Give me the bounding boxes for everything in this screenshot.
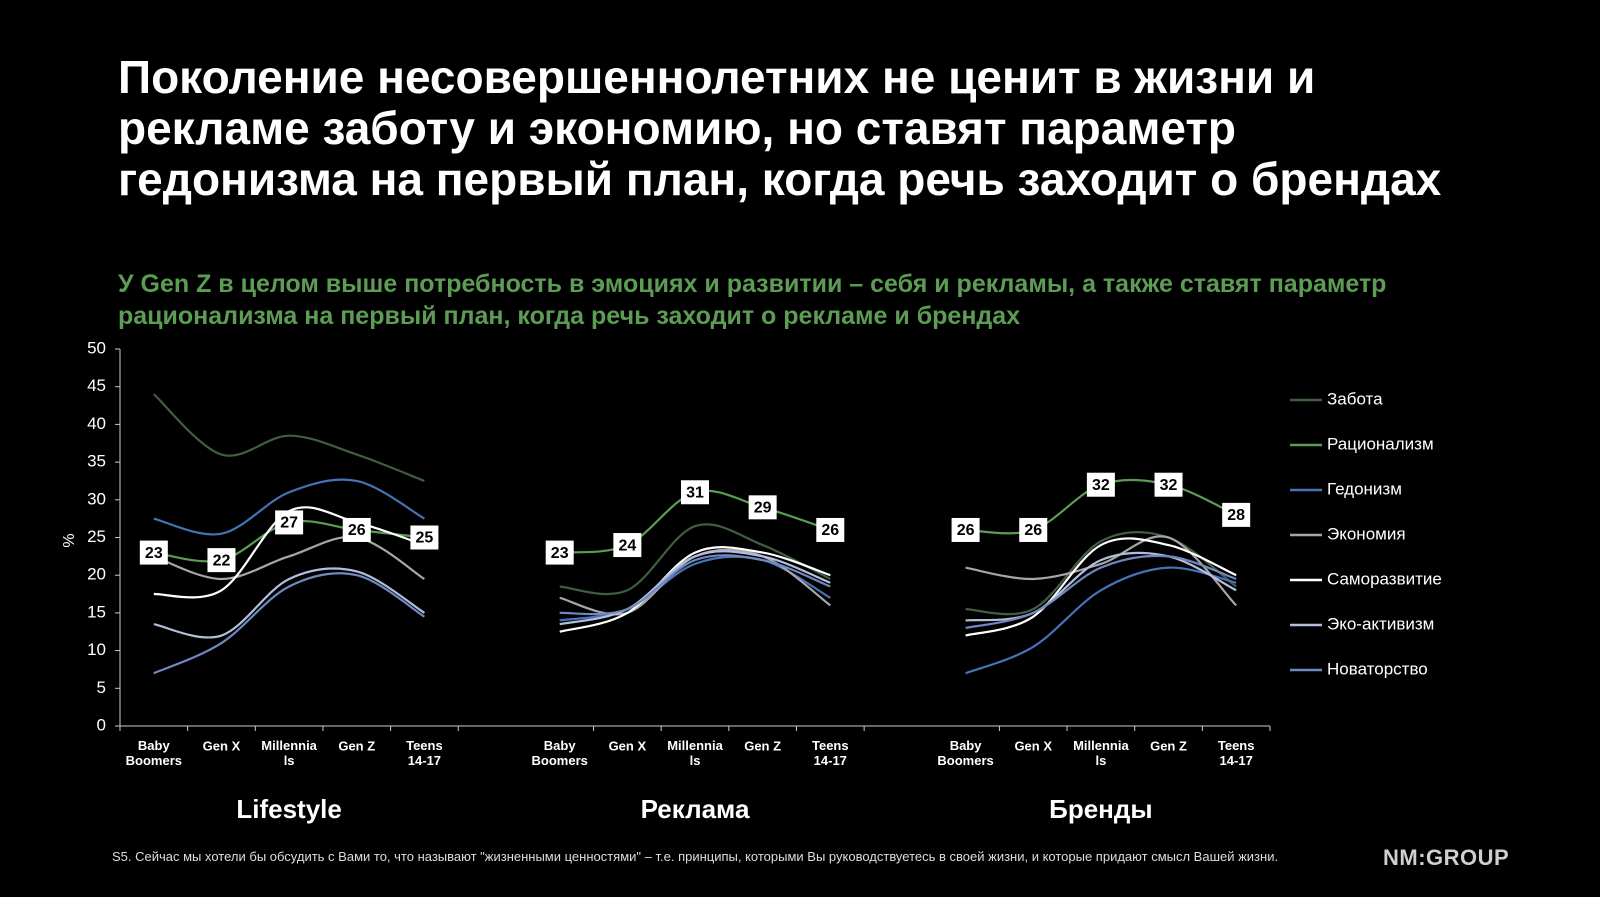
data-label-box — [275, 510, 304, 535]
y-tick-label: 35 — [87, 452, 106, 471]
footnote: S5. Сейчас мы хотели бы обсудить с Вами … — [112, 849, 1279, 864]
x-tick-label: Gen X — [203, 738, 241, 753]
y-tick-label: 40 — [87, 414, 106, 433]
data-label: 29 — [754, 500, 772, 517]
data-label-box — [748, 495, 777, 520]
data-label-box — [951, 517, 980, 542]
y-tick-label: 10 — [87, 640, 106, 659]
y-tick-label: 5 — [97, 678, 106, 697]
x-tick-label: Millennia ls — [1073, 738, 1129, 768]
x-tick-label: Teens 14-17 — [1218, 738, 1255, 768]
y-axis-label: % — [61, 533, 78, 547]
y-tick-label: 25 — [87, 527, 106, 546]
y-tick-label: 20 — [87, 565, 106, 584]
data-label-box — [410, 525, 439, 550]
subtitle: У Gen Z в целом выше потребность в эмоци… — [118, 270, 1387, 330]
x-tick-label: Gen Z — [744, 738, 781, 753]
legend-label: Новаторство — [1327, 659, 1428, 678]
y-tick-label: 15 — [87, 602, 106, 621]
x-tick-label: Gen X — [609, 738, 647, 753]
y-tick-label: 30 — [87, 489, 106, 508]
legend-label: Саморазвитие — [1327, 569, 1442, 588]
legend-label: Гедонизм — [1327, 479, 1402, 498]
data-label: 26 — [821, 522, 839, 539]
legend-label: Забота — [1327, 389, 1383, 408]
x-tick-label: Teens 14-17 — [812, 738, 849, 768]
data-label: 27 — [280, 515, 298, 532]
data-label-box — [1222, 502, 1251, 527]
logo: NM:GROUP — [1383, 845, 1510, 870]
data-label: 32 — [1092, 477, 1110, 494]
data-label-box — [613, 533, 642, 558]
data-label-box — [545, 540, 574, 565]
x-tick-label: Baby Boomers — [532, 738, 588, 768]
x-tick-label: Teens 14-17 — [406, 738, 443, 768]
data-label: 25 — [416, 530, 434, 547]
series-line — [153, 554, 1237, 675]
y-tick-label: 0 — [97, 715, 106, 734]
x-tick-label: Baby Boomers — [126, 738, 182, 768]
data-label-box — [139, 540, 168, 565]
data-label: 23 — [551, 545, 569, 562]
group-label: Бренды — [1049, 794, 1152, 824]
x-tick-label: Gen Z — [338, 738, 375, 753]
chart: 0 5 10 15 20 25 30 35 40 45 50% Baby Boomers Gen X Mil… — [61, 338, 1442, 824]
series-line — [153, 550, 1237, 639]
data-label-box — [1154, 472, 1183, 497]
y-tick-label: 45 — [87, 376, 106, 395]
data-label: 23 — [145, 545, 163, 562]
group-label: Lifestyle — [236, 794, 342, 824]
data-label: 26 — [348, 522, 366, 539]
data-label: 26 — [1024, 522, 1042, 539]
x-tick-label: Millennia ls — [667, 738, 723, 768]
group-label: Реклама — [641, 794, 750, 824]
x-tick-label: Gen X — [1014, 738, 1052, 753]
x-tick-label: Millennia ls — [261, 738, 317, 768]
y-tick-label: 50 — [87, 338, 106, 357]
series-line — [153, 393, 1237, 616]
data-label: 31 — [686, 484, 704, 501]
title: Поколение несовершеннолетних не ценит в … — [118, 51, 1442, 205]
data-label-box — [816, 517, 845, 542]
data-label-box — [1019, 517, 1048, 542]
x-tick-label: Gen Z — [1150, 738, 1187, 753]
data-label: 28 — [1227, 507, 1245, 524]
data-label: 32 — [1160, 477, 1178, 494]
x-tick-label: Baby Boomers — [937, 738, 993, 768]
legend-label: Рационализм — [1327, 434, 1434, 453]
data-label-box — [681, 480, 709, 505]
data-label-box — [1086, 472, 1115, 497]
data-label: 24 — [618, 537, 636, 554]
data-label-box — [342, 517, 371, 542]
legend-label: Эко-активизм — [1327, 614, 1434, 633]
legend-label: Экономия — [1327, 524, 1406, 543]
data-label-box — [207, 548, 236, 573]
data-label: 22 — [213, 552, 231, 569]
data-label: 26 — [957, 522, 975, 539]
